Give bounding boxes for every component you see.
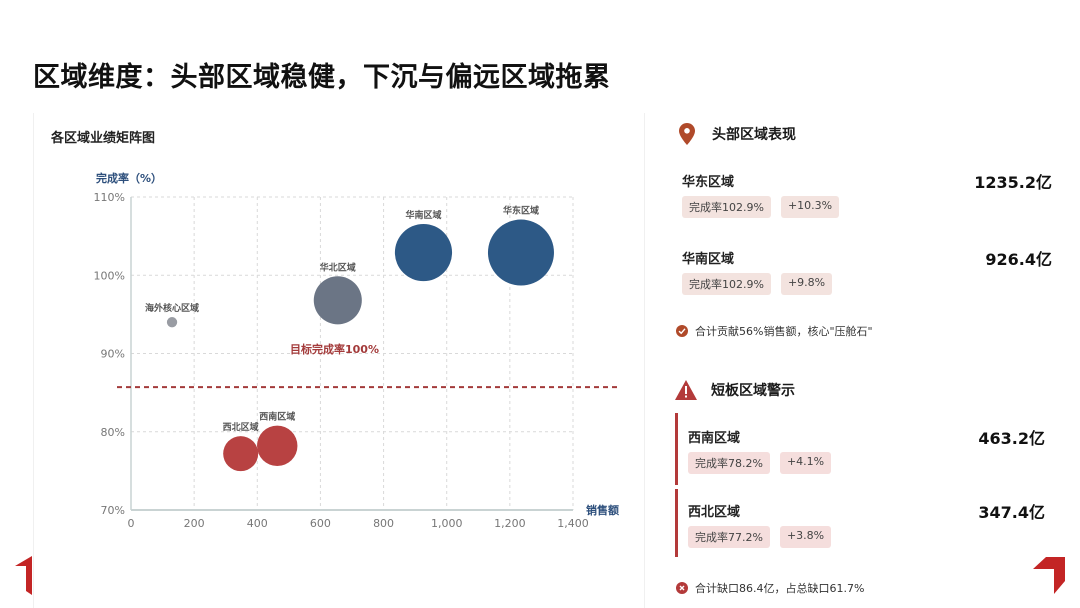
y-tick-label: 80%	[101, 426, 125, 439]
x-tick-label: 1,000	[431, 517, 463, 530]
bubble-point	[166, 317, 178, 328]
growth-badge: +4.1%	[779, 452, 832, 474]
growth-badge: +10.3%	[780, 196, 840, 218]
head-section-title: 头部区域表现	[712, 127, 796, 143]
region-sales-value: 926.4亿	[985, 250, 1052, 269]
y-tick-label: 70%	[101, 504, 125, 517]
bubble-chart: 0 200 400 600 800 1,000 1,200 1,400 70% 80% 90% 100…	[94, 171, 619, 530]
growth-badge: +3.8%	[779, 526, 832, 548]
target-line: 目标完成率100%	[117, 342, 619, 389]
brand-logo-icon	[1033, 557, 1065, 594]
warning-triangle-icon	[675, 379, 697, 401]
brand-logo-icon	[15, 556, 32, 595]
head-region-card: 华东区域 1235.2亿 完成率102.9% +10.3%	[682, 171, 1052, 218]
x-tick-label: 400	[247, 517, 268, 530]
x-tick-label: 1,400	[557, 517, 589, 530]
y-tick-label: 100%	[94, 269, 125, 282]
bubble-label: 海外核心区域	[145, 302, 199, 314]
region-sales-value: 1235.2亿	[974, 173, 1052, 192]
head-summary-note: 合计贡献56%销售额，核心"压舱石"	[676, 323, 873, 339]
bubble-point	[313, 276, 362, 325]
bubble-label: 华北区域	[320, 261, 356, 273]
region-name: 西南区域	[688, 431, 741, 446]
page-title: 区域维度：头部区域稳健，下沉与偏远区域拖累	[33, 62, 611, 93]
x-tick-label: 0	[128, 517, 135, 530]
x-tick-label: 200	[184, 517, 205, 530]
x-tick-label: 800	[373, 517, 394, 530]
completion-rate-badge: 完成率78.2%	[688, 452, 770, 474]
y-tick-label: 90%	[101, 348, 125, 361]
bubble-point	[394, 223, 453, 282]
check-circle-icon	[676, 325, 688, 337]
weak-region-card: 西南区域 463.2亿 完成率78.2% +4.1%	[675, 413, 1045, 485]
region-sales-value: 463.2亿	[978, 429, 1045, 448]
chart-grid	[131, 196, 574, 510]
completion-rate-badge: 完成率102.9%	[682, 196, 771, 218]
x-axis-title: 销售额	[586, 503, 619, 517]
weak-region-card: 西北区域 347.4亿 完成率77.2% +3.8%	[675, 489, 1045, 557]
chart-bubbles	[166, 219, 554, 472]
map-pin-icon	[676, 123, 698, 145]
chart-axes: 0 200 400 600 800 1,000 1,200 1,400 70% 80% 90% 100…	[94, 171, 619, 530]
chart-card: 各区域业绩矩阵图 0 200 400 600 800 1,000 1,200 1,400 70%…	[33, 113, 645, 608]
bubble-point	[487, 219, 554, 286]
completion-rate-badge: 完成率102.9%	[682, 273, 771, 295]
y-axis-title: 完成率（%）	[96, 171, 162, 185]
bubble-label: 西北区域	[223, 421, 259, 433]
bubble-point	[257, 425, 298, 467]
head-region-card: 华南区域 926.4亿 完成率102.9% +9.8%	[682, 248, 1052, 295]
region-name: 西北区域	[688, 505, 741, 520]
bubble-label: 西南区域	[259, 411, 295, 423]
growth-badge: +9.8%	[780, 273, 833, 295]
region-sales-value: 347.4亿	[978, 503, 1045, 522]
head-section-header: 头部区域表现	[676, 123, 796, 145]
region-name: 华南区域	[682, 252, 735, 267]
head-summary-text: 合计贡献56%销售额，核心"压舱石"	[695, 325, 873, 338]
weak-section-title: 短板区域警示	[711, 383, 795, 399]
weak-section-header: 短板区域警示	[675, 379, 795, 401]
target-line-label: 目标完成率100%	[290, 342, 379, 356]
weak-summary-note: 合计缺口86.4亿，占总缺口61.7%	[676, 580, 864, 596]
x-circle-icon	[676, 582, 688, 594]
bubble-point	[223, 436, 259, 472]
x-tick-label: 1,200	[494, 517, 526, 530]
chart-title: 各区域业绩矩阵图	[51, 131, 156, 146]
region-name: 华东区域	[682, 175, 735, 190]
completion-rate-badge: 完成率77.2%	[688, 526, 770, 548]
y-tick-label: 110%	[94, 191, 125, 204]
right-panel: 头部区域表现 华东区域 1235.2亿 完成率102.9% +10.3% 华南区…	[662, 113, 1080, 608]
bubble-label: 华南区域	[405, 209, 441, 221]
weak-summary-text: 合计缺口86.4亿，占总缺口61.7%	[695, 582, 865, 595]
x-tick-label: 600	[310, 517, 331, 530]
bubble-label: 华东区域	[503, 205, 539, 217]
